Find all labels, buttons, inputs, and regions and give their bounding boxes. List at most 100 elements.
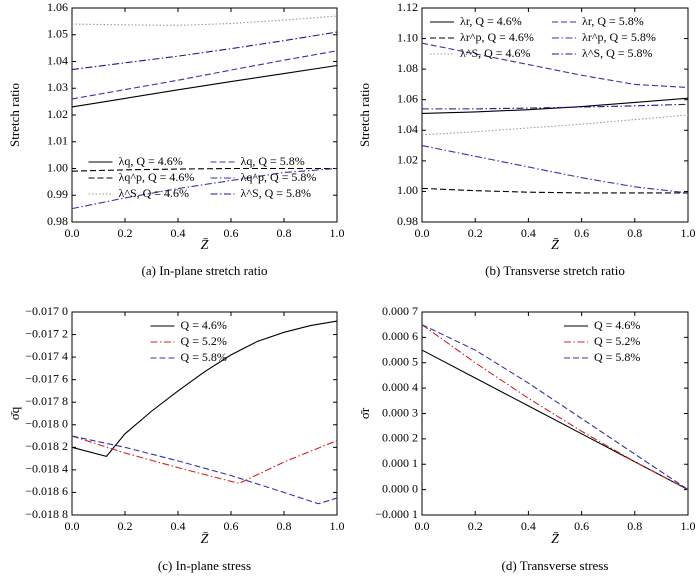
y-tick-label: 0.99 [47,187,68,201]
x-tick-label: 0.2 [118,519,133,533]
caption: (a) In-plane stretch ratio [142,263,268,278]
data-line [71,50,338,100]
x-tick-label: 0.4 [171,519,186,533]
x-axis-label: Z̄ [551,238,559,253]
y-tick-label: −0.018 2 [25,439,68,453]
y-tick-label: 0.000 7 [382,304,418,318]
plot-frame [421,311,689,516]
data-line [71,320,338,457]
data-line [421,187,688,194]
x-tick-label: 0.6 [224,519,239,533]
y-tick-label: 0.000 3 [382,405,418,419]
x-tick-label: 0.8 [277,519,292,533]
data-line [421,324,689,491]
data-line [71,15,338,26]
y-tick-label: −0.017 0 [25,304,68,318]
y-axis-label: σ̄q [7,406,22,420]
x-tick-label: 1.0 [681,226,696,240]
x-tick-label: 0.8 [277,226,292,240]
legend-label: λ^S, Q = 5.8% [582,46,653,60]
x-tick-label: 0.8 [627,226,642,240]
legend-label: λr^p, Q = 5.8% [582,30,656,44]
legend-label: λ^S, Q = 4.6% [119,186,190,200]
y-tick-label: 1.12 [397,0,418,14]
legend-label: λ^S, Q = 4.6% [460,46,531,60]
legend-label: λr, Q = 4.6% [460,14,522,28]
x-tick-label: 0.6 [574,519,589,533]
y-axis-label: Stretch ratio [357,83,372,147]
y-axis-label: Stretch ratio [7,83,22,147]
x-tick-label: 0.6 [574,226,589,240]
x-tick-label: 0.0 [415,226,430,240]
data-line [421,349,689,491]
y-tick-label: −0.018 6 [25,484,68,498]
legend-label: Q = 5.8% [181,350,227,364]
data-line [71,31,338,71]
y-tick-label: −0.017 8 [25,394,68,408]
y-tick-label: 0.98 [397,214,418,228]
data-line [71,64,338,108]
x-tick-label: 0.4 [171,226,186,240]
data-line [71,167,338,210]
y-tick-label: −0.017 4 [25,349,68,363]
y-tick-label: 0.000 1 [382,456,418,470]
x-tick-label: 0.4 [521,519,536,533]
legend-label: λ^S, Q = 5.8% [241,186,312,200]
data-line [421,145,689,194]
y-tick-label: −0.018 0 [25,417,68,431]
data-line [71,167,337,172]
y-tick-label: 1.04 [47,53,68,67]
x-tick-label: 0.2 [468,519,483,533]
legend-label: λq, Q = 5.8% [241,154,305,168]
caption: (b) Transverse stretch ratio [485,263,625,278]
y-axis-label: σ̄r [357,407,372,419]
legend-label: Q = 5.2% [181,334,227,348]
caption: (c) In-plane stress [158,558,251,573]
plot-frame [71,311,338,516]
legend-label: Q = 4.6% [181,318,227,332]
legend-label: Q = 5.8% [594,350,640,364]
y-tick-label: 0.000 4 [382,380,418,394]
y-tick-label: −0.017 6 [25,371,68,385]
y-tick-label: 1.00 [397,183,418,197]
legend-label: Q = 4.6% [594,318,640,332]
y-tick-label: −0.000 1 [375,507,418,521]
x-tick-label: 1.0 [330,226,345,240]
y-tick-label: 1.06 [47,0,68,14]
y-tick-label: 1.06 [397,91,418,105]
x-tick-label: 0.0 [415,519,430,533]
x-tick-label: 0.6 [224,226,239,240]
x-tick-label: 0.2 [468,226,483,240]
y-tick-label: −0.018 4 [25,462,68,476]
data-line [421,42,689,89]
legend-label: λr^p, Q = 4.6% [460,30,534,44]
y-tick-label: 1.00 [47,160,68,174]
data-line [422,103,689,110]
x-axis-label: Z̄ [551,532,559,547]
y-tick-label: 1.04 [397,122,418,136]
y-tick-label: 0.98 [47,214,68,228]
data-line [71,435,338,485]
x-tick-label: 0.4 [521,226,536,240]
x-tick-label: 0.8 [627,519,642,533]
x-tick-label: 0.2 [118,226,133,240]
y-tick-label: −0.017 2 [25,326,68,340]
x-axis-label: Z̄ [201,532,209,547]
x-axis-label: Z̄ [201,238,209,253]
legend-label: λq, Q = 4.6% [119,154,183,168]
y-tick-label: 1.10 [397,30,418,44]
y-tick-label: 1.02 [47,107,68,121]
x-tick-label: 1.0 [681,519,696,533]
legend-label: λq^p, Q = 4.6% [119,170,195,184]
y-tick-label: 0.000 0 [382,481,418,495]
y-tick-label: 0.000 6 [382,329,418,343]
x-tick-label: 1.0 [330,519,345,533]
y-tick-label: 1.01 [47,134,68,148]
x-tick-label: 0.0 [65,519,80,533]
y-tick-label: 0.000 2 [382,431,418,445]
caption: (d) Transverse stress [502,558,609,573]
legend-label: Q = 5.2% [594,334,640,348]
data-line [71,435,338,505]
y-tick-label: −0.018 8 [25,507,68,521]
